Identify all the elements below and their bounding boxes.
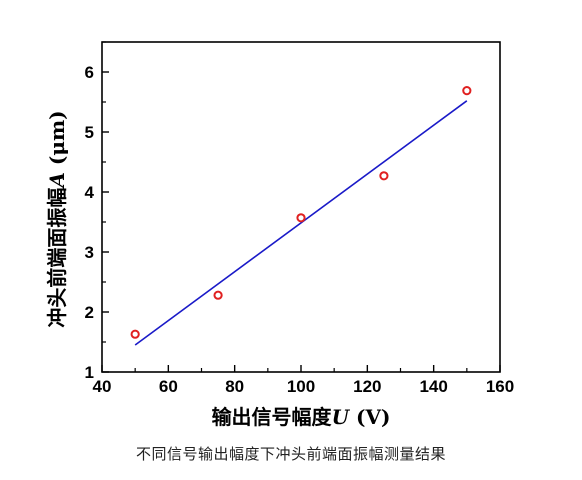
y-tick-label: 6 [85, 63, 94, 82]
y-tick-label: 3 [85, 243, 94, 262]
x-tick-label: 80 [225, 377, 244, 396]
x-tick-label: 120 [353, 377, 381, 396]
figure-caption: 不同信号输出幅度下冲头前端面振幅测量结果 [135, 445, 446, 463]
y-axis: 1 2 3 4 5 6 [85, 41, 109, 382]
x-tick-label: 40 [93, 377, 112, 396]
y-tick-label: 2 [85, 303, 94, 322]
y-axis-title: 冲头前端面振幅A (μm) [45, 110, 69, 327]
plot-data [130, 86, 472, 346]
plot-border [101, 41, 501, 373]
plot-frame [101, 41, 501, 373]
y-tick-label: 5 [85, 123, 94, 142]
x-axis-title: 输出信号幅度U (V) [212, 405, 391, 429]
x-tick-label: 100 [287, 377, 315, 396]
data-point [130, 329, 140, 339]
data-point [462, 86, 472, 96]
x-axis: 40 60 80 100 120 140 160 [93, 365, 514, 396]
x-tick-label: 140 [419, 377, 447, 396]
data-point [213, 290, 223, 300]
x-tick-label: 60 [159, 377, 178, 396]
data-point [379, 171, 389, 181]
fit-line [134, 100, 468, 346]
x-tick-label: 160 [486, 377, 514, 396]
data-point [296, 213, 306, 223]
y-tick-label: 1 [85, 363, 94, 382]
y-tick-label: 4 [85, 183, 95, 202]
